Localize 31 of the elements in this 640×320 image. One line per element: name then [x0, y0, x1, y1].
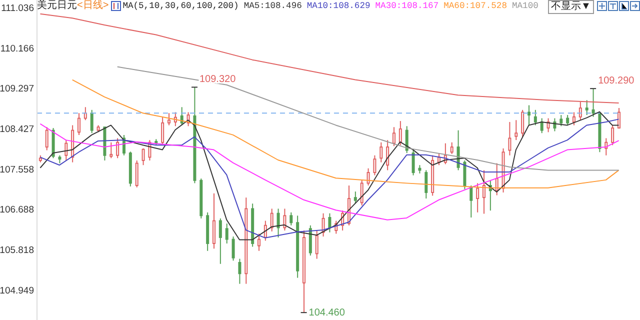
y-tick-label: 107.558 — [0, 164, 34, 176]
text: MA30:108.167 — [375, 0, 439, 12]
candlestick — [418, 164, 422, 174]
text: MA10:108.629 — [306, 0, 370, 12]
candlestick — [276, 208, 280, 238]
line-series — [40, 123, 620, 220]
candlestick — [270, 208, 274, 232]
candlestick — [296, 215, 300, 278]
candlestick — [212, 192, 216, 250]
annotation: 不显示▼ — [548, 0, 594, 14]
candlestick — [508, 121, 512, 156]
candlestick — [283, 208, 286, 231]
y-tick-label: 111.036 — [1, 2, 34, 14]
text: MA5:108.496 — [244, 0, 302, 12]
candlestick — [244, 197, 248, 284]
y-tick-label: 105.818 — [0, 244, 34, 256]
chart-subtitle: <日线> — [77, 0, 109, 12]
y-tick-label: 104.949 — [0, 285, 34, 296]
y-tick-label: 108.427 — [0, 124, 34, 135]
y-tick-label: 110.166 — [0, 43, 34, 54]
y-tick-label: 106.688 — [0, 204, 34, 216]
annotation: MA(5,10,30,60,100,200) — [122, 0, 239, 12]
text: MA100 — [512, 0, 538, 12]
annotation: 104.460 — [308, 308, 346, 319]
y-tick-label: 109.297 — [0, 84, 34, 95]
annotation: 109.290 — [598, 76, 635, 87]
candlestick — [78, 112, 80, 136]
candlestick — [604, 138, 608, 156]
annotation: 109.320 — [200, 74, 236, 86]
candlestick — [482, 170, 486, 214]
text: MA60:107.528 — [444, 0, 507, 12]
